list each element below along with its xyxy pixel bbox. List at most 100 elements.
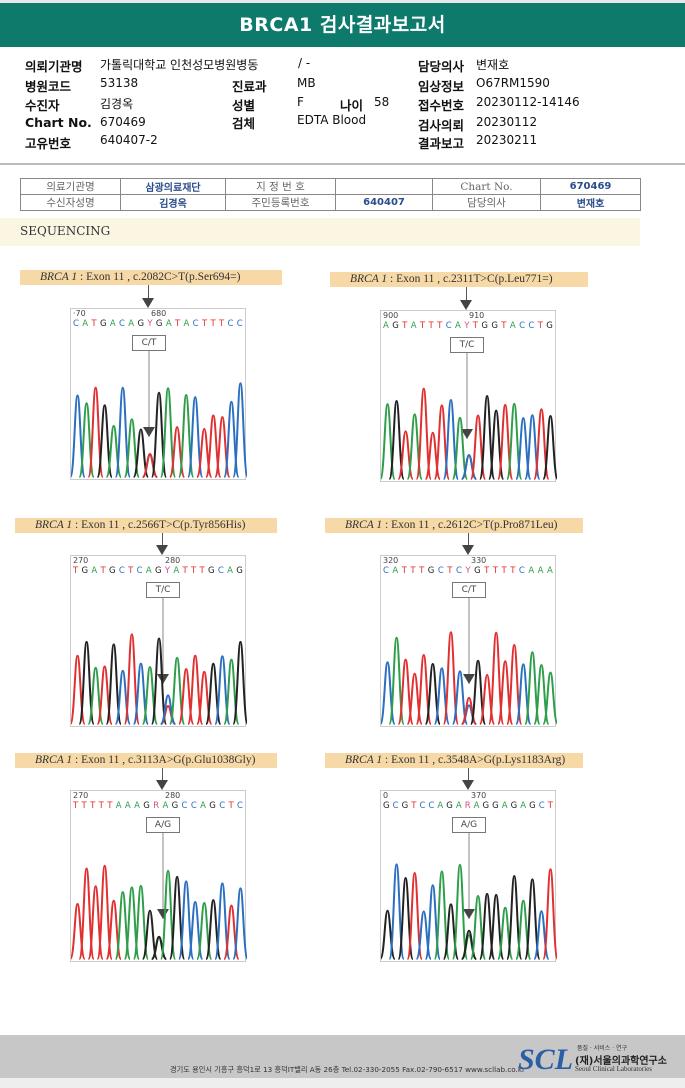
base-letter: G <box>491 321 498 331</box>
base-letter: T <box>411 801 417 811</box>
base-letter: G <box>99 319 107 329</box>
chromatogram-panel: BRCA 1 : Exon 11 , c.2082C>T(p.Ser694=) … <box>20 270 290 485</box>
designated-value <box>335 178 433 195</box>
base-letter: Y <box>164 566 171 576</box>
base-letter: G <box>143 801 150 811</box>
base-letter: C <box>227 319 234 329</box>
base-letter: G <box>392 321 399 331</box>
base-letter: T <box>91 319 97 329</box>
position-mark: 370 <box>471 791 487 800</box>
base-letter: G <box>109 566 116 576</box>
call-arrow-icon <box>157 909 169 919</box>
base-letter: C <box>236 319 243 329</box>
base-letter: C <box>445 321 452 331</box>
base-letter: G <box>529 801 536 811</box>
base-letter: T <box>219 319 225 329</box>
variant-description: : Exon 11 , c.2311T>C(p.Leu771=) <box>387 273 553 285</box>
base-letter: G <box>137 319 145 329</box>
age-value: 58 <box>374 95 390 109</box>
base-letter: C <box>219 801 226 811</box>
arrow-line <box>162 533 163 548</box>
trace-peak <box>150 637 168 725</box>
gene-name: BRCA 1 <box>35 754 73 766</box>
base-letter: G <box>481 321 488 331</box>
section-title: SEQUENCING <box>20 224 111 238</box>
base-letter: T <box>447 566 453 576</box>
call-arrow-icon <box>143 427 155 437</box>
base-letter: A <box>501 801 508 811</box>
base-letter: A <box>183 319 190 329</box>
base-letter: A <box>165 319 172 329</box>
id-label: 주민등록번호 <box>225 194 336 211</box>
trace-peak <box>142 452 158 478</box>
designated-label: 지 정 번 호 <box>225 178 336 195</box>
base-letter: T <box>402 321 408 331</box>
position-mark: 680 <box>151 309 167 318</box>
base-letter: Y <box>147 319 153 329</box>
call-arrow-icon <box>463 909 475 919</box>
genotype-call: A/G <box>146 817 180 833</box>
sex-value: F <box>297 95 304 109</box>
base-letter: A <box>455 801 462 811</box>
base-letter: C <box>428 801 435 811</box>
trace-peak <box>141 909 159 960</box>
specimen-label: 검체 <box>232 116 256 131</box>
specimen-value: EDTA Blood <box>297 113 367 127</box>
base-letter: G <box>171 801 179 811</box>
dept-value: MB <box>297 76 316 90</box>
arrow-down-icon <box>142 298 154 308</box>
inst-label: 의료기관명 <box>20 178 121 195</box>
gene-name: BRCA 1 <box>350 273 388 285</box>
base-letter: T <box>410 566 416 576</box>
base-letter: A <box>128 319 135 329</box>
call-arrow-icon <box>463 674 475 684</box>
chart-label: Chart No. <box>432 178 541 195</box>
base-letter: G <box>155 319 163 329</box>
genotype-call: T/C <box>146 582 180 598</box>
inst-value: 삼광의료재단 <box>120 178 226 195</box>
trace-peak <box>232 640 247 725</box>
arrow-line <box>162 768 163 783</box>
base-letter: A <box>410 321 417 331</box>
position-start: 270 <box>73 791 89 800</box>
base-letter: C <box>538 801 545 811</box>
doctor-label: 담당의사 <box>432 194 541 211</box>
age-label: 나이 <box>340 98 364 113</box>
footer: 경기도 용인시 기흥구 흥덕1로 13 흥덕IT밸리 A동 26층 Tel.02… <box>0 1035 685 1078</box>
base-letter: A <box>109 319 116 329</box>
base-letter: C <box>528 321 535 331</box>
base-letter: T <box>437 321 443 331</box>
trace-peak <box>451 863 469 960</box>
base-letter: C <box>237 801 243 811</box>
chart-label: Chart No. <box>25 115 92 130</box>
sequencing-section-header: SEQUENCING <box>0 218 640 246</box>
base-letter: G <box>510 801 518 811</box>
trace-peak <box>159 387 177 478</box>
gene-name: BRCA 1 <box>345 519 383 531</box>
genotype-call: C/T <box>132 335 166 351</box>
base-letter: T <box>191 566 197 576</box>
genotype-call: A/G <box>452 817 486 833</box>
report-value: 20230211 <box>476 133 538 147</box>
base-letter: C <box>437 566 444 576</box>
org-name-kr: (재)서울의과학연구소 <box>575 1056 667 1067</box>
arrow-line <box>468 768 469 783</box>
base-letter: A <box>383 321 389 331</box>
arrow-down-icon <box>460 300 472 310</box>
gene-name: BRCA 1 <box>35 519 73 531</box>
base-letter: A <box>115 801 122 811</box>
trace-peak <box>406 871 423 960</box>
position-start: 320 <box>383 556 399 565</box>
base-letter: A <box>124 801 131 811</box>
base-letter: A <box>173 566 180 576</box>
chart-value: 670469 <box>100 115 146 129</box>
base-letter: T <box>199 566 205 576</box>
trace-peak <box>415 387 432 480</box>
trace-plot <box>71 833 247 960</box>
base-letter: C <box>217 566 224 576</box>
sex-label: 성별 <box>232 98 256 113</box>
